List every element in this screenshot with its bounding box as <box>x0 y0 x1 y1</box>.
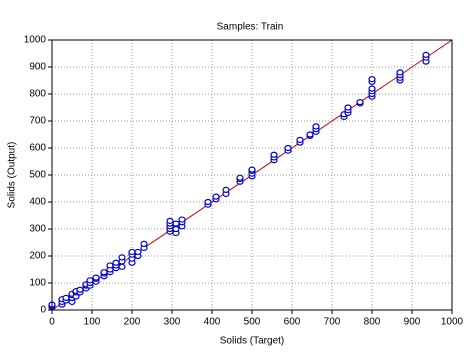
point <box>62 294 70 301</box>
x-tick-label: 900 <box>404 317 421 328</box>
y-tick-label: 1000 <box>24 35 47 46</box>
x-tick-label: 100 <box>84 317 101 328</box>
point <box>356 98 364 106</box>
point <box>212 193 220 200</box>
point <box>270 151 278 158</box>
point <box>172 220 180 227</box>
x-tick-label: 1000 <box>441 317 464 328</box>
point <box>422 51 430 58</box>
point <box>118 263 126 270</box>
y-tick-label: 800 <box>29 89 46 100</box>
y-axis-label: Solids (Output) <box>7 142 18 209</box>
point <box>112 259 120 266</box>
y-tick-label: 0 <box>40 305 46 316</box>
y-tick-label: 700 <box>29 116 46 127</box>
y-tick-label: 300 <box>29 224 46 235</box>
y-tick-label: 400 <box>29 197 46 208</box>
point <box>204 198 212 206</box>
point <box>134 248 142 256</box>
point <box>312 123 320 130</box>
x-tick-label: 500 <box>244 317 261 328</box>
point <box>76 286 84 293</box>
point <box>296 136 304 143</box>
point <box>166 217 174 224</box>
point <box>396 69 404 76</box>
point <box>140 240 148 247</box>
point <box>118 254 126 261</box>
x-tick-label: 200 <box>124 317 141 328</box>
point <box>100 269 108 276</box>
x-tick-label: 700 <box>324 317 341 328</box>
point <box>86 277 94 284</box>
x-tick-label: 300 <box>164 317 181 328</box>
y-tick-label: 200 <box>29 251 46 262</box>
point <box>222 186 230 193</box>
point <box>284 144 292 152</box>
y-tick-label: 100 <box>29 278 46 289</box>
point <box>172 225 180 233</box>
chart-title: Samples: Train <box>217 22 284 33</box>
point <box>128 248 136 256</box>
x-tick-label: 400 <box>204 317 221 328</box>
y-tick-label: 900 <box>29 62 46 73</box>
point <box>248 166 256 173</box>
point <box>344 104 352 111</box>
point <box>178 216 186 223</box>
point <box>368 85 376 92</box>
point <box>306 131 314 138</box>
point <box>236 174 244 181</box>
x-tick-label: 0 <box>49 317 55 328</box>
x-tick-label: 600 <box>284 317 301 328</box>
plot-border <box>51 39 453 311</box>
x-axis-label: Solids (Target) <box>220 336 284 347</box>
y-tick-label: 500 <box>29 170 46 181</box>
point <box>106 262 114 269</box>
x-tick-label: 800 <box>364 317 381 328</box>
point <box>92 274 100 281</box>
point <box>368 76 376 83</box>
y-tick-label: 600 <box>29 143 46 154</box>
